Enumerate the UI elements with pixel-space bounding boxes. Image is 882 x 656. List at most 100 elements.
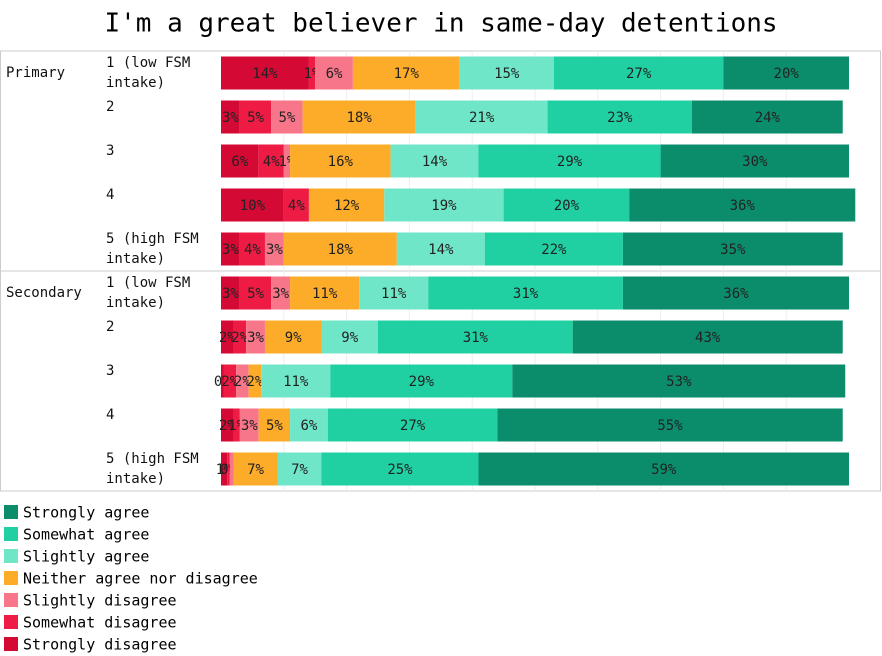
- bar-segment: [308, 188, 385, 222]
- data-label: 3%: [266, 242, 283, 258]
- bar-segment: [415, 100, 548, 134]
- category-label: 5 (high FSM intake): [106, 231, 199, 267]
- data-label: 43%: [695, 330, 721, 346]
- data-label: 3%: [272, 286, 289, 302]
- bar-segment: [229, 452, 234, 486]
- data-label: 17%: [394, 66, 420, 82]
- data-label: 2%: [246, 374, 263, 390]
- data-label: 35%: [720, 242, 746, 258]
- bar-segment: [428, 276, 623, 310]
- data-label: 11%: [312, 286, 338, 302]
- bar-segment: [478, 452, 849, 486]
- data-label: 22%: [541, 242, 567, 258]
- group-frame: [0, 270, 881, 492]
- data-label: 7%: [291, 462, 308, 478]
- data-label: 6%: [326, 66, 343, 82]
- bar-segment: [497, 408, 843, 442]
- bar-segment: [547, 100, 692, 134]
- legend-label: Somewhat agree: [23, 526, 149, 544]
- bar-segment: [264, 232, 284, 266]
- bar-segment: [327, 408, 498, 442]
- legend-swatch: [4, 593, 18, 607]
- legend-swatch: [4, 527, 18, 541]
- data-label: 36%: [723, 286, 749, 302]
- data-label: 18%: [347, 110, 373, 126]
- bar-segment: [321, 320, 378, 354]
- data-label: 14%: [428, 242, 454, 258]
- legend-swatch: [4, 505, 18, 519]
- data-label: 2%: [234, 374, 251, 390]
- data-label: 3%: [222, 242, 239, 258]
- data-label: 2%: [219, 330, 236, 346]
- data-label: 27%: [400, 418, 426, 434]
- data-label: 4%: [288, 198, 305, 214]
- data-label: 5%: [247, 110, 264, 126]
- bar-segment: [258, 408, 291, 442]
- chart-title: I'm a great believer in same-day detenti…: [104, 9, 777, 39]
- bar-segment: [221, 188, 284, 222]
- bar-segment: [271, 100, 303, 134]
- data-label: 2%: [231, 330, 248, 346]
- bar-segment: [622, 276, 849, 310]
- data-label: 5%: [247, 286, 264, 302]
- category-label: 1 (low FSM intake): [106, 275, 191, 311]
- bar-segment: [271, 276, 291, 310]
- bar-segment: [478, 144, 661, 178]
- data-label: 5%: [266, 418, 283, 434]
- bar-segment: [239, 276, 272, 310]
- legend-swatch: [4, 549, 18, 563]
- bar-segment: [283, 232, 397, 266]
- bar-segment: [248, 364, 262, 398]
- legend-swatch: [4, 615, 18, 629]
- data-label: 36%: [730, 198, 756, 214]
- category-label: 2: [106, 99, 115, 115]
- bar-segment: [236, 364, 249, 398]
- data-label: 5%: [279, 110, 296, 126]
- bar-segment: [321, 452, 479, 486]
- data-label: 55%: [657, 418, 683, 434]
- category-label: 4: [106, 187, 115, 203]
- bar-segment: [723, 56, 849, 90]
- category-label: 3: [106, 363, 115, 379]
- bar-segment: [233, 320, 247, 354]
- data-label: 29%: [409, 374, 435, 390]
- bar-segment: [622, 232, 843, 266]
- bar-segment: [378, 320, 573, 354]
- legend-swatch: [4, 571, 18, 585]
- legend-label: Slightly disagree: [23, 592, 177, 610]
- bar-segment: [553, 56, 724, 90]
- data-label: 21%: [469, 110, 495, 126]
- bar-segment: [221, 364, 224, 398]
- data-label: 30%: [742, 154, 768, 170]
- data-label: 7%: [247, 462, 264, 478]
- bar-segment: [629, 188, 856, 222]
- category-label: 4: [106, 407, 115, 423]
- data-label: 10%: [240, 198, 266, 214]
- group-label: Secondary: [6, 285, 82, 301]
- data-label: 27%: [626, 66, 652, 82]
- bar-segment: [503, 188, 630, 222]
- data-label: 6%: [231, 154, 248, 170]
- bar-segment: [239, 100, 272, 134]
- data-label: 31%: [463, 330, 489, 346]
- data-label: 20%: [774, 66, 800, 82]
- data-label: 23%: [607, 110, 633, 126]
- bar-segment: [221, 452, 228, 486]
- data-label: 6%: [300, 418, 317, 434]
- bar-segment: [315, 56, 353, 90]
- bar-segment: [512, 364, 846, 398]
- bar-segment: [283, 144, 291, 178]
- bar-segment: [221, 320, 234, 354]
- data-label: 3%: [241, 418, 258, 434]
- data-label: 59%: [651, 462, 677, 478]
- data-label: 19%: [431, 198, 457, 214]
- data-label: 53%: [666, 374, 692, 390]
- data-label: 31%: [513, 286, 539, 302]
- data-label: 3%: [247, 330, 264, 346]
- legend-label: Neither agree nor disagree: [23, 570, 258, 588]
- bar-segment: [692, 100, 843, 134]
- data-label: 3%: [222, 286, 239, 302]
- legend-label: Somewhat disagree: [23, 614, 177, 632]
